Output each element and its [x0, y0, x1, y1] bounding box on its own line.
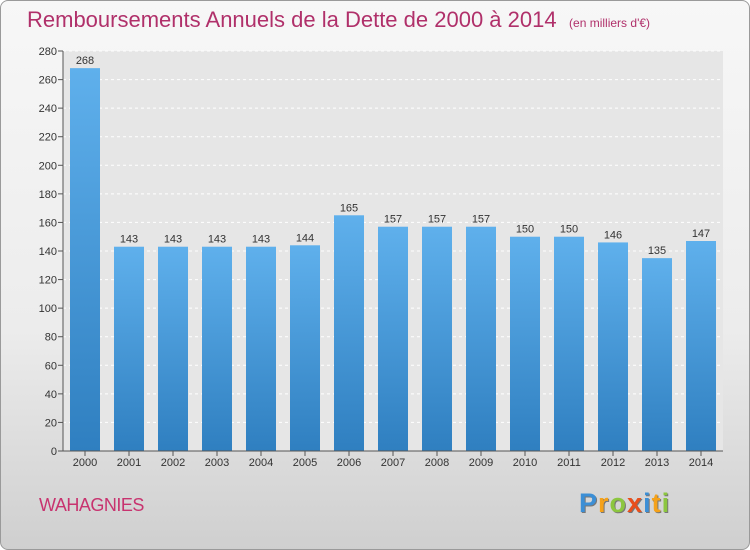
x-tick-label-2010: 2010	[513, 457, 537, 469]
y-tick-label: 240	[39, 103, 57, 115]
y-tick-label: 80	[45, 332, 57, 344]
value-label-2007: 157	[384, 214, 402, 226]
x-tick-label-2000: 2000	[73, 457, 97, 469]
title-line: Remboursements Annuels de la Dette de 20…	[27, 7, 650, 33]
x-tick-label-2012: 2012	[601, 457, 625, 469]
y-tick-label: 200	[39, 160, 57, 172]
chart-subtitle: (en milliers d'€)	[569, 16, 651, 30]
proxiti-logo: Proxiti	[579, 488, 670, 519]
y-tick-label: 160	[39, 217, 57, 229]
x-tick-label-2009: 2009	[469, 457, 493, 469]
x-tick-label-2011: 2011	[557, 457, 581, 469]
bar-2011	[554, 236, 584, 451]
logo-letter-4: i	[643, 488, 652, 518]
bar-2002	[158, 246, 188, 451]
bars	[70, 68, 716, 452]
bar-2006	[334, 215, 364, 451]
bar-2001	[114, 246, 144, 451]
bar-2007	[378, 226, 408, 451]
logo-letter-6: i	[661, 488, 671, 518]
bar-2005	[290, 245, 320, 451]
y-tick-label: 20	[45, 417, 57, 429]
x-tick-label-2008: 2008	[425, 457, 449, 469]
value-label-2011: 150	[560, 224, 578, 236]
x-tick-label-2007: 2007	[381, 457, 405, 469]
x-tick-label-2006: 2006	[337, 457, 361, 469]
value-label-2001: 143	[120, 234, 138, 246]
bar-2003	[202, 246, 232, 451]
x-tick-label-2002: 2002	[161, 457, 185, 469]
commune-name: WAHAGNIES	[39, 495, 144, 515]
bar-2014	[686, 241, 716, 451]
y-tick-label: 120	[39, 275, 57, 287]
axes: 0 20 40 60 80 100 120 140 160 180 200 220 240 260 280 2…	[39, 46, 723, 469]
x-tick-label-2001: 2001	[117, 457, 141, 469]
value-label-2004: 143	[252, 234, 270, 246]
y-tick-label: 260	[39, 75, 57, 87]
value-label-2013: 135	[648, 245, 666, 257]
value-labels: 268 143 143 143 143 144 165 157 157 157 150 150 146 1…	[76, 55, 710, 257]
value-label-2012: 146	[604, 229, 622, 241]
logo-letter-3: x	[627, 488, 644, 518]
y-tick-label: 180	[39, 189, 57, 201]
logo-letter-5: t	[651, 488, 662, 518]
value-label-2002: 143	[164, 234, 182, 246]
value-label-2010: 150	[516, 224, 534, 236]
value-label-2006: 165	[340, 202, 358, 214]
x-tick-label-2003: 2003	[205, 457, 229, 469]
y-tick-label: 0	[51, 446, 57, 458]
value-label-2014: 147	[692, 228, 710, 240]
y-tick-label: 100	[39, 303, 57, 315]
value-label-2005: 144	[296, 232, 314, 244]
logo-letter-2: o	[609, 488, 628, 518]
value-label-2008: 157	[428, 214, 446, 226]
bar-2009	[466, 226, 496, 451]
y-tick-label: 40	[45, 389, 57, 401]
y-tick-label: 60	[45, 360, 57, 372]
logo-letter-0: P	[579, 488, 599, 518]
y-tick-label: 140	[39, 246, 57, 258]
logo-letter-1: r	[598, 488, 610, 518]
x-tick-label-2004: 2004	[249, 457, 273, 469]
x-tick-label-2014: 2014	[689, 457, 713, 469]
value-label-2009: 157	[472, 214, 490, 226]
bar-2012	[598, 242, 628, 451]
x-tick-label-2005: 2005	[293, 457, 317, 469]
bar-2008	[422, 226, 452, 451]
bar-2010	[510, 236, 540, 451]
value-label-2003: 143	[208, 234, 226, 246]
chart-title: Remboursements Annuels de la Dette de 20…	[27, 7, 557, 32]
bar-2013	[642, 258, 672, 451]
bar-2004	[246, 246, 276, 451]
y-tick-label: 220	[39, 132, 57, 144]
y-tick-label: 280	[39, 46, 57, 58]
x-tick-label-2013: 2013	[645, 457, 669, 469]
value-label-2000: 268	[76, 55, 94, 67]
bar-2000	[70, 68, 100, 452]
